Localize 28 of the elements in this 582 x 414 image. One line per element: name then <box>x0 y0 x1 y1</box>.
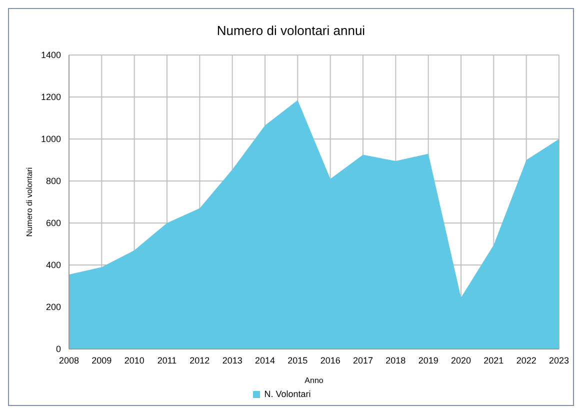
y-axis-title: Numero di volontari <box>24 167 34 237</box>
x-tick-label: 2011 <box>157 355 177 366</box>
x-tick-label: 2015 <box>288 355 308 366</box>
y-tick-label: 600 <box>46 218 61 228</box>
x-tick-label: 2016 <box>320 355 340 366</box>
x-tick-label: 2018 <box>386 355 406 366</box>
y-tick-label: 1400 <box>40 50 61 60</box>
chart-title: Numero di volontari annui <box>216 23 366 38</box>
y-tick-label: 0 <box>56 344 61 354</box>
x-tick-label: 2021 <box>484 355 504 366</box>
y-tick-label: 1000 <box>40 134 61 144</box>
legend-label: N. Volontari <box>264 389 311 399</box>
x-tick-label: 2014 <box>254 355 276 366</box>
y-tick-label: 1200 <box>40 92 61 102</box>
y-tick-label: 800 <box>46 176 61 186</box>
x-tick-label: 2013 <box>222 355 242 366</box>
x-tick-label: 2020 <box>450 355 472 366</box>
y-tick-label: 400 <box>46 260 61 270</box>
x-tick-label: 2022 <box>516 355 536 366</box>
x-tick-label: 2023 <box>548 355 570 366</box>
x-axis-title: Anno <box>304 376 324 385</box>
x-tick-label: 2008 <box>58 355 80 366</box>
x-tick-label: 2010 <box>124 355 144 366</box>
x-tick-label: 2009 <box>92 355 112 366</box>
x-tick-label: 2012 <box>190 355 210 366</box>
x-tick-label: 2017 <box>352 355 374 366</box>
y-tick-label: 200 <box>46 302 61 312</box>
x-tick-label: 2019 <box>418 355 438 366</box>
